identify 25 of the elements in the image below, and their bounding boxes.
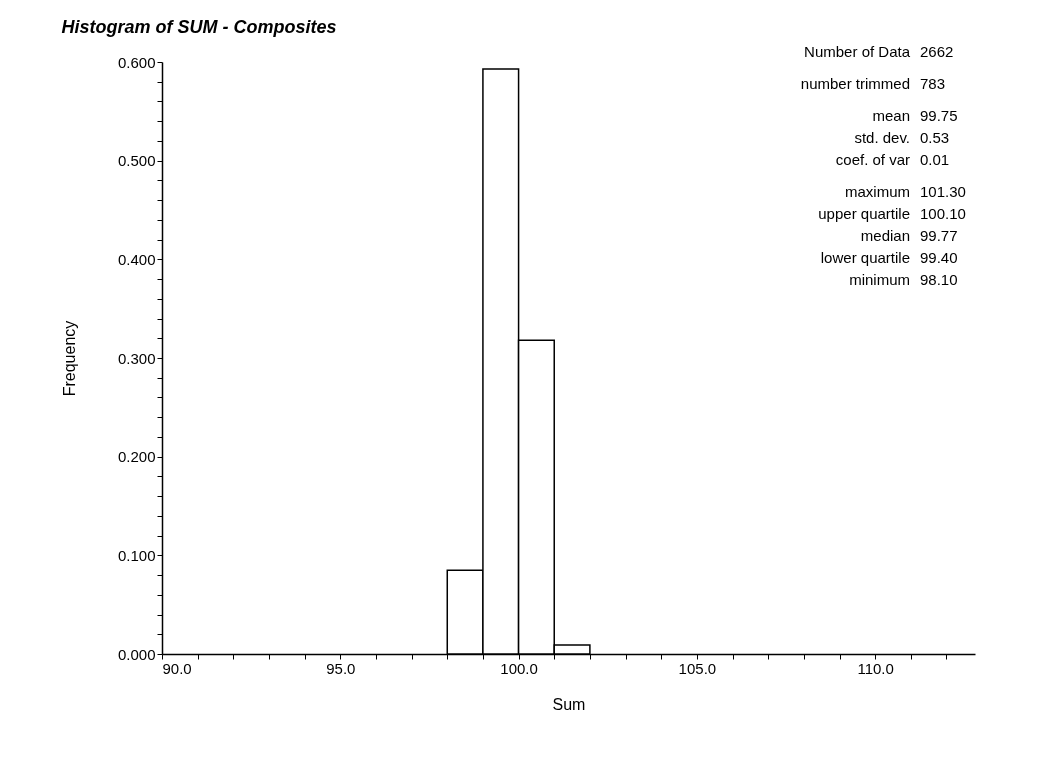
y-tick-label: 0.200 [117, 448, 156, 466]
text: Number of Data 2662 [804, 43, 954, 60]
y-axis-title: Frequency [60, 320, 78, 397]
text: mean 99.75 [872, 107, 958, 124]
text: maximum 101.30 [844, 183, 966, 200]
y-tick-label: 0.400 [117, 250, 156, 268]
text: minimum 98.10 [849, 271, 958, 288]
text: upper quartile 100.10 [818, 205, 966, 222]
x-axis-title: Sum [552, 695, 586, 713]
text: median 99.77 [860, 227, 958, 244]
y-tick-label: 0.100 [117, 546, 156, 564]
x-tick-label: 100.0 [500, 659, 538, 677]
y-tick-label: 0.000 [117, 645, 156, 663]
x-tick-label: 90.0 [162, 659, 192, 677]
text: coef. of var 0.01 [835, 151, 950, 168]
x-tick-label: 110.0 [857, 659, 894, 677]
text: lower quartile 99.40 [820, 249, 958, 266]
y-tick-label: 0.600 [117, 53, 156, 71]
text: std. dev. 0.53 [854, 129, 950, 146]
text: number trimmed 783 [800, 75, 946, 92]
y-tick-label: 0.300 [117, 349, 156, 367]
x-tick-label: 95.0 [326, 659, 356, 677]
y-tick-label: 0.500 [117, 152, 156, 170]
chart-title: Histogram of SUM - Composites [61, 17, 337, 37]
x-tick-label: 105.0 [678, 659, 717, 677]
